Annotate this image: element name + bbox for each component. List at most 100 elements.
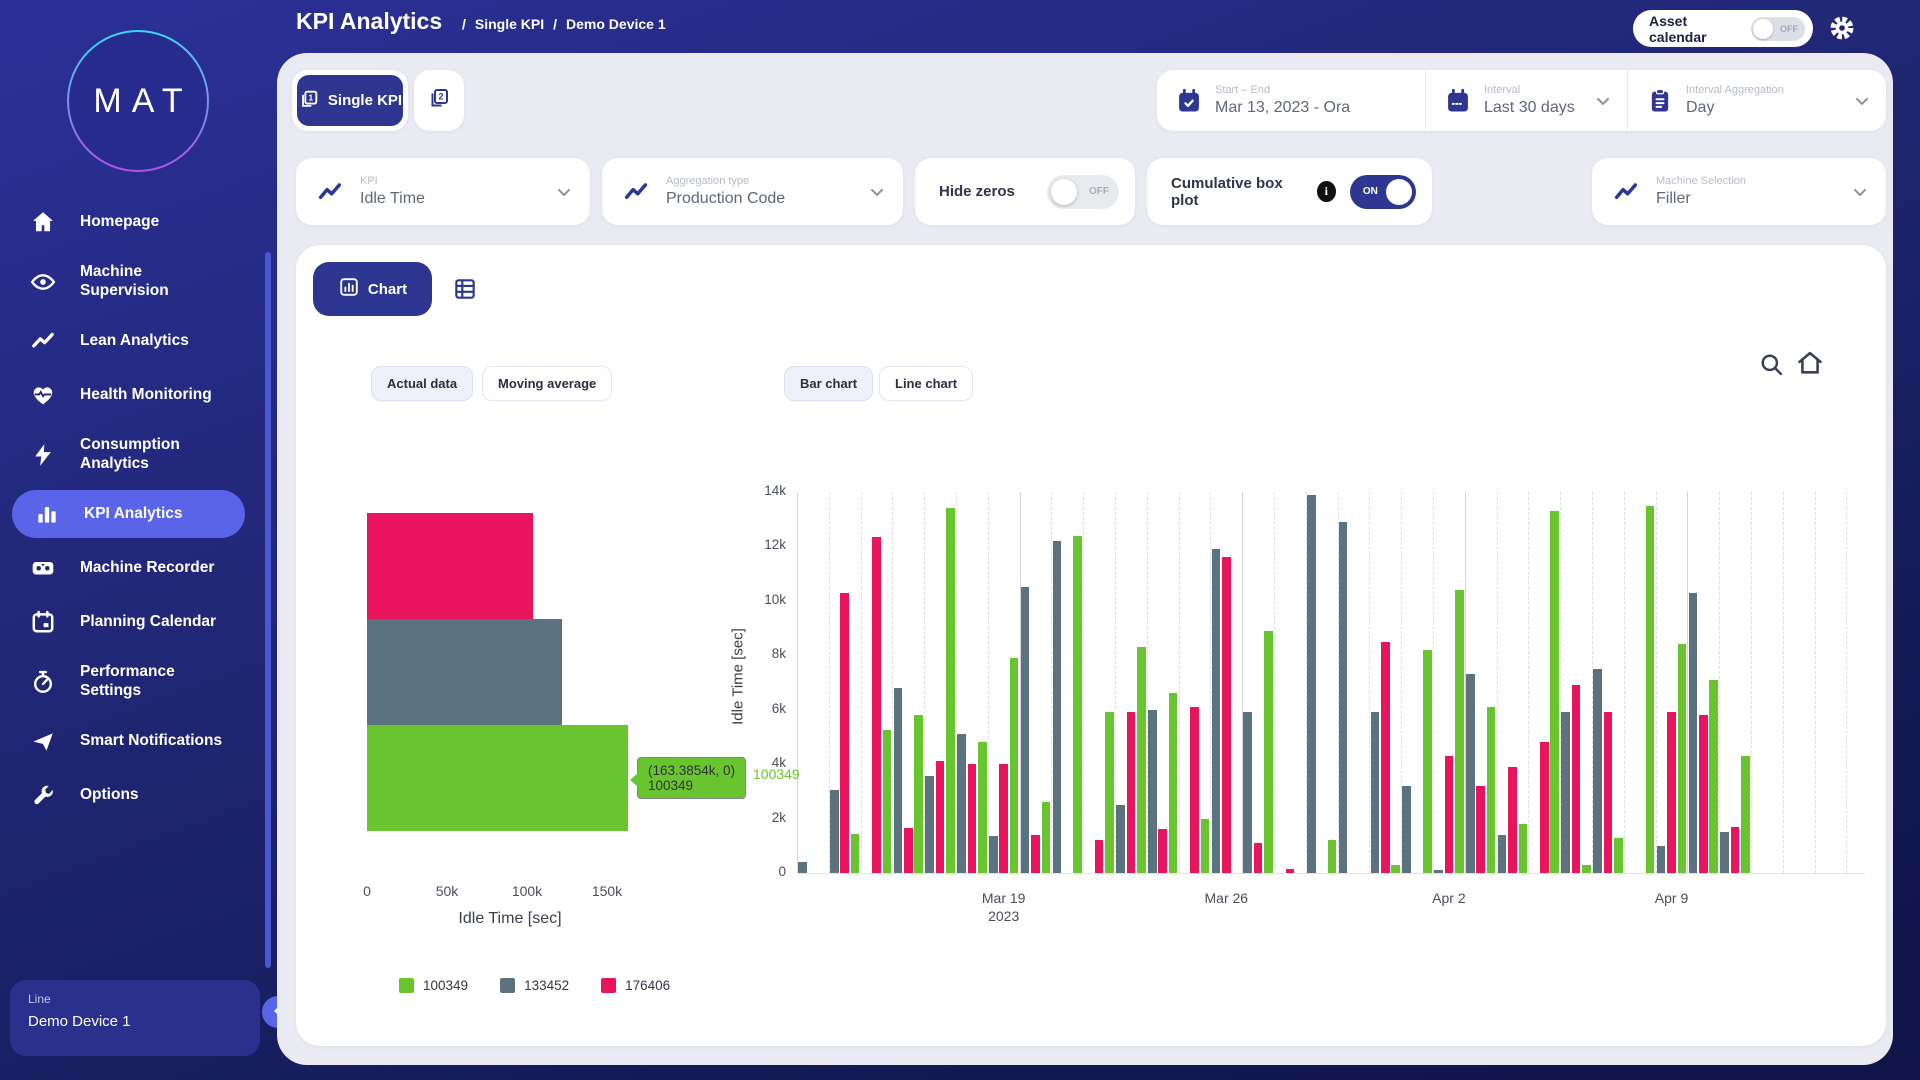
bar-100349-apr-5[interactable] [1550, 511, 1560, 873]
machine-selection-select[interactable]: Machine Selection Filler [1592, 158, 1886, 225]
hide-zeros-toggle[interactable]: OFF [1047, 174, 1119, 209]
bar-133452-apr-1[interactable] [1402, 785, 1412, 873]
bar-100349-apr-10[interactable] [1709, 679, 1719, 873]
bar-176406-apr-3[interactable] [1476, 785, 1486, 873]
tab-moving-average[interactable]: Moving average [482, 366, 613, 401]
interval-select[interactable]: Interval Last 30 days [1425, 70, 1627, 131]
bar-100349-apr-11[interactable] [1741, 755, 1750, 873]
interval-aggregation-select[interactable]: Interval Aggregation Day [1627, 70, 1886, 131]
tab-actual-data[interactable]: Actual data [371, 366, 474, 401]
info-icon[interactable]: i [1316, 181, 1336, 202]
tab-bar-chart[interactable]: Bar chart [784, 366, 874, 401]
bar-100349-apr-7[interactable] [1613, 837, 1623, 873]
bar-133452-mar-23[interactable] [1116, 804, 1125, 873]
bar-176406-apr-4[interactable] [1508, 766, 1517, 873]
bar-176406-mar-22[interactable] [1094, 840, 1104, 873]
sidebar-item-homepage[interactable]: Homepage [0, 198, 260, 246]
bar-133452-mar-26[interactable] [1211, 549, 1221, 873]
cumulative-bar-100349[interactable] [367, 725, 628, 831]
bar-100349-mar-21[interactable] [1073, 535, 1083, 873]
bar-176406-apr-6[interactable] [1571, 685, 1581, 873]
legend-item-100349[interactable]: 100349 [399, 978, 468, 993]
bar-176406-mar-28[interactable] [1285, 868, 1295, 873]
bar-133452-apr-6[interactable] [1561, 712, 1571, 873]
bar-176406-apr-11[interactable] [1730, 826, 1740, 873]
bar-100349-mar-24[interactable] [1168, 693, 1178, 873]
bar-100349-apr-2[interactable] [1454, 589, 1464, 873]
bar-133452-apr-9[interactable] [1656, 845, 1666, 873]
bar-176406-apr-2[interactable] [1444, 755, 1454, 873]
bar-176406-mar-17[interactable] [935, 761, 945, 873]
bar-176406-mar-19[interactable] [999, 764, 1009, 873]
bar-133452-mar-31[interactable] [1370, 712, 1380, 873]
bar-133452-mar-13[interactable] [798, 862, 807, 873]
bar-133452-mar-29[interactable] [1306, 494, 1316, 873]
sidebar-scrollbar[interactable] [265, 252, 271, 968]
bar-133452-apr-3[interactable] [1465, 674, 1475, 873]
bar-176406-mar-23[interactable] [1126, 712, 1136, 873]
zoom-icon[interactable] [1758, 351, 1785, 378]
bar-176406-mar-26[interactable] [1221, 557, 1231, 873]
bar-133452-mar-14[interactable] [829, 789, 839, 873]
sidebar-item-planning-calendar[interactable]: Planning Calendar [0, 598, 260, 646]
bar-100349-mar-14[interactable] [850, 833, 860, 873]
bar-133452-apr-7[interactable] [1593, 668, 1602, 873]
bar-100349-mar-31[interactable] [1391, 864, 1401, 873]
breadcrumb-device[interactable]: Demo Device 1 [566, 16, 666, 32]
sidebar-item-smart-notifications[interactable]: Smart Notifications [0, 718, 260, 766]
sidebar-item-lean-analytics[interactable]: Lean Analytics [0, 317, 260, 365]
bar-100349-mar-18[interactable] [977, 742, 987, 873]
bar-100349-apr-6[interactable] [1582, 864, 1591, 873]
cumulative-bar-133452[interactable] [367, 619, 562, 725]
start-end-select[interactable]: Start – End Mar 13, 2023 - Ora [1157, 70, 1425, 131]
sidebar-item-machine-recorder[interactable]: Machine Recorder [0, 544, 260, 592]
bar-100349-mar-19[interactable] [1009, 658, 1019, 873]
sidebar-item-machine-supervision[interactable]: Machine Supervision [0, 252, 260, 311]
bar-176406-apr-9[interactable] [1667, 712, 1676, 873]
bar-133452-mar-24[interactable] [1147, 709, 1157, 873]
bar-176406-mar-16[interactable] [903, 828, 913, 873]
bar-176406-apr-7[interactable] [1603, 712, 1613, 873]
bar-100349-mar-23[interactable] [1136, 647, 1146, 873]
sidebar-item-consumption-analytics[interactable]: Consumption Analytics [0, 425, 260, 484]
home-icon[interactable] [1796, 349, 1823, 376]
bar-100349-apr-3[interactable] [1486, 706, 1496, 873]
sidebar-item-health-monitoring[interactable]: Health Monitoring [0, 371, 260, 419]
legend-item-176406[interactable]: 176406 [601, 978, 670, 993]
bar-133452-mar-18[interactable] [957, 734, 966, 873]
bar-176406-mar-24[interactable] [1158, 829, 1168, 873]
bar-176406-mar-31[interactable] [1380, 641, 1390, 873]
kpi-select[interactable]: KPI Idle Time [296, 158, 590, 225]
bar-133452-apr-2[interactable] [1434, 870, 1443, 873]
bar-133452-apr-10[interactable] [1688, 592, 1698, 873]
bar-100349-mar-22[interactable] [1105, 712, 1114, 873]
line-device-card[interactable]: Line Demo Device 1 [10, 980, 260, 1056]
bar-176406-mar-18[interactable] [967, 764, 977, 873]
bar-176406-mar-14[interactable] [840, 592, 850, 873]
bar-133452-mar-20[interactable] [1020, 587, 1030, 873]
tab-line-chart[interactable]: Line chart [879, 366, 974, 401]
table-view-button[interactable] [452, 276, 478, 302]
bar-176406-mar-20[interactable] [1031, 834, 1040, 873]
single-kpi-button[interactable]: 1 Single KPI [297, 75, 403, 126]
bar-133452-mar-21[interactable] [1052, 540, 1062, 873]
bar-133452-mar-19[interactable] [988, 836, 998, 873]
chart-view-button[interactable]: Chart [313, 262, 432, 316]
bar-176406-mar-27[interactable] [1253, 843, 1263, 873]
bar-133452-mar-30[interactable] [1338, 521, 1348, 873]
bar-100349-apr-4[interactable] [1518, 824, 1528, 873]
sidebar-item-options[interactable]: Options [0, 772, 260, 820]
bar-176406-mar-15[interactable] [872, 536, 881, 873]
bar-100349-apr-9[interactable] [1677, 644, 1687, 873]
bar-100349-mar-25[interactable] [1200, 818, 1210, 873]
cumulative-bar-176406[interactable] [367, 513, 533, 619]
bar-176406-apr-10[interactable] [1698, 715, 1708, 873]
bar-100349-apr-8[interactable] [1645, 505, 1655, 873]
bar-133452-mar-17[interactable] [925, 776, 935, 873]
bar-100349-mar-27[interactable] [1264, 630, 1273, 873]
breadcrumb-single-kpi[interactable]: Single KPI [474, 16, 545, 32]
aggregation-type-select[interactable]: Aggregation type Production Code [602, 158, 903, 225]
multi-kpi-button[interactable]: 2 [414, 70, 464, 131]
bar-100349-apr-1[interactable] [1423, 649, 1432, 873]
bar-133452-mar-27[interactable] [1243, 712, 1253, 873]
